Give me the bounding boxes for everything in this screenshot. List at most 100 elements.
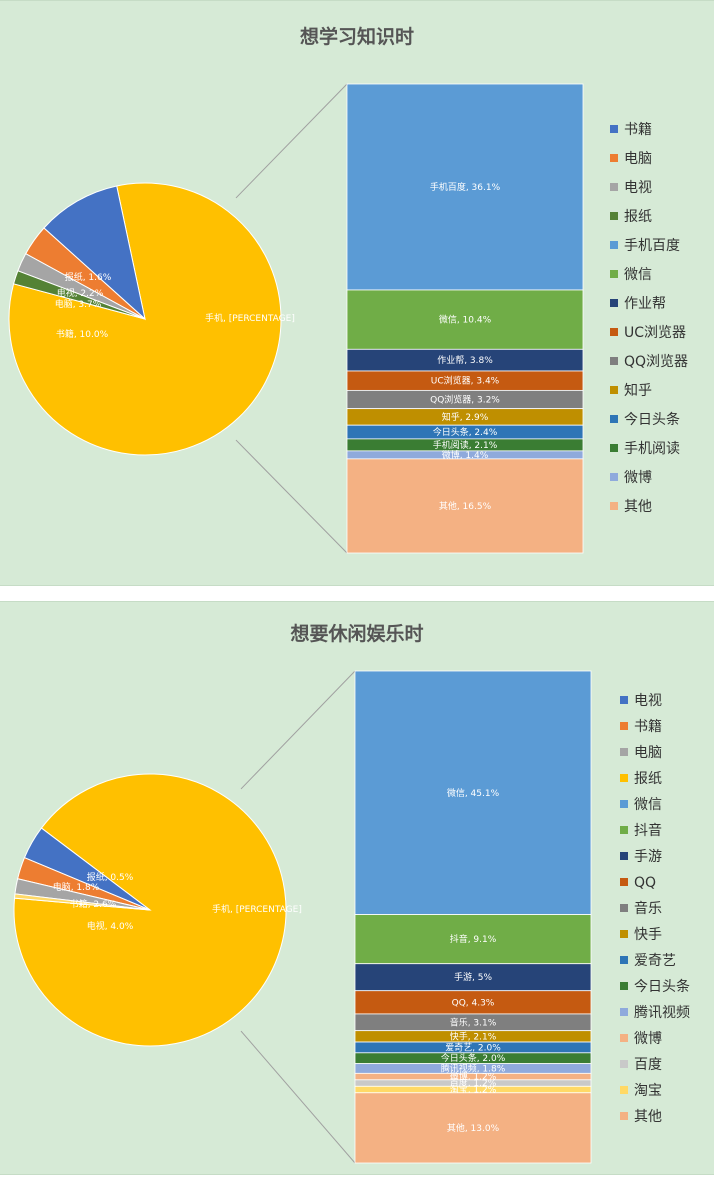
bar-label-study-8: 微博, 1.4%: [442, 449, 489, 461]
legend-swatch-study-12: [610, 473, 618, 481]
legend-label-leisure-5: 抖音: [634, 822, 662, 839]
bar-label-leisure-12: 其他, 13.0%: [447, 1122, 500, 1134]
legend-label-leisure-15: 淘宝: [634, 1083, 662, 1099]
connector-line-bottom-study: [235, 439, 348, 554]
chart-panel-leisure: 想要休闲娱乐时手机, [PERCENTAGE] 电视, 4.0% 书籍, 2.6% 电…: [0, 601, 714, 1175]
chart-title-leisure: 想要休闲娱乐时: [290, 622, 423, 645]
legend-label-study-11: 手机阅读: [624, 440, 680, 457]
bar-label-study-7: 手机阅读, 2.1%: [433, 439, 498, 451]
legend-swatch-study-2: [610, 183, 618, 191]
bar-label-study-4: QQ浏览器, 3.2%: [430, 394, 500, 406]
legend-label-leisure-6: 手游: [634, 849, 662, 865]
legend-label-leisure-10: 爱奇艺: [634, 952, 676, 969]
bar-segment-leisure-1: [354, 914, 592, 965]
legend-swatch-study-9: [610, 386, 618, 394]
legend-swatch-study-8: [610, 357, 618, 365]
bar-label-leisure-2: 手游, 5%: [454, 971, 492, 983]
bar-label-study-5: 知乎, 2.9%: [442, 411, 489, 423]
legend-swatch-leisure-6: [620, 852, 628, 860]
legend-swatch-study-13: [610, 502, 618, 510]
legend-label-leisure-11: 今日头条: [634, 978, 690, 995]
legend-swatch-study-11: [610, 444, 618, 452]
legend-label-leisure-7: QQ: [634, 875, 656, 891]
legend-label-study-13: 其他: [624, 499, 652, 515]
pie-label-study-0: 手机, [PERCENTAGE]: [205, 312, 295, 324]
connector-line-top-leisure: [240, 670, 356, 790]
bar-label-leisure-8: 腾讯视频, 1.8%: [441, 1062, 506, 1074]
legend-swatch-leisure-3: [620, 774, 628, 782]
legend-swatch-leisure-11: [620, 982, 628, 990]
legend-label-leisure-8: 音乐: [634, 900, 662, 917]
legend-swatch-leisure-5: [620, 826, 628, 834]
bar-label-study-3: UC浏览器, 3.4%: [431, 375, 500, 387]
legend-label-study-0: 书籍: [624, 121, 652, 138]
pie-label-study-3: 电视, 2.2%: [57, 287, 104, 299]
legend-swatch-leisure-12: [620, 1008, 628, 1016]
bar-label-leisure-4: 音乐, 3.1%: [450, 1016, 497, 1028]
bar-segment-study-1: [346, 289, 584, 350]
legend-swatch-leisure-1: [620, 722, 628, 730]
pie-label-study-4: 报纸, 1.6%: [65, 271, 112, 283]
legend-label-study-12: 微博: [624, 469, 652, 486]
pie-label-leisure-3: 电脑, 1.8%: [53, 881, 100, 893]
pie-label-leisure-4: 报纸, 0.5%: [87, 871, 134, 883]
legend-swatch-leisure-13: [620, 1034, 628, 1042]
legend-swatch-leisure-14: [620, 1060, 628, 1068]
legend-swatch-leisure-16: [620, 1112, 628, 1120]
legend-swatch-study-10: [610, 415, 618, 423]
legend-swatch-leisure-2: [620, 748, 628, 756]
legend-label-leisure-4: 微信: [634, 797, 662, 813]
legend-label-study-9: 知乎: [624, 382, 652, 399]
bar-label-leisure-5: 快手, 2.1%: [450, 1030, 497, 1042]
legend-label-study-7: UC浏览器: [624, 325, 686, 341]
bar-label-leisure-1: 抖音, 9.1%: [450, 933, 497, 945]
pie-label-study-2: 电脑, 3.7%: [55, 298, 102, 310]
legend-swatch-leisure-7: [620, 878, 628, 886]
bar-label-study-9: 其他, 16.5%: [439, 500, 492, 512]
legend-label-study-6: 作业帮: [624, 296, 666, 312]
bar-segment-leisure-2: [354, 963, 592, 992]
legend-swatch-study-6: [610, 299, 618, 307]
pie-label-leisure-2: 书籍, 2.6%: [70, 898, 117, 910]
legend-label-study-4: 手机百度: [624, 238, 680, 254]
connector-line-top-study: [235, 83, 348, 199]
pie-slice-leisure-4: [13, 893, 151, 911]
legend-label-study-5: 微信: [624, 267, 652, 283]
legend-label-leisure-14: 百度: [634, 1057, 662, 1073]
legend-swatch-study-0: [610, 125, 618, 133]
legend-label-leisure-9: 快手: [634, 927, 662, 943]
legend-swatch-study-4: [610, 241, 618, 249]
legend-swatch-leisure-9: [620, 930, 628, 938]
legend-label-study-8: QQ浏览器: [624, 354, 688, 370]
pie-slice-study-1: [43, 185, 146, 321]
legend-label-study-10: 今日头条: [624, 411, 680, 428]
bar-label-leisure-3: QQ, 4.3%: [452, 998, 495, 1008]
bar-label-leisure-7: 今日头条, 2.0%: [441, 1052, 506, 1064]
legend-label-leisure-2: 电脑: [634, 745, 662, 761]
legend-label-leisure-1: 书籍: [634, 718, 662, 735]
legend-swatch-leisure-10: [620, 956, 628, 964]
legend-swatch-study-5: [610, 270, 618, 278]
bar-label-study-1: 微信, 10.4%: [439, 314, 492, 326]
bar-label-study-6: 今日头条, 2.4%: [433, 426, 498, 438]
pie-label-study-1: 书籍, 10.0%: [56, 328, 109, 340]
pie-label-leisure-1: 电视, 4.0%: [87, 920, 134, 932]
legend-label-leisure-12: 腾讯视频: [634, 1004, 690, 1021]
bar-label-study-2: 作业帮, 3.8%: [437, 354, 493, 366]
legend-swatch-leisure-15: [620, 1086, 628, 1094]
bar-segment-study-9: [346, 458, 584, 554]
legend-swatch-leisure-8: [620, 904, 628, 912]
legend-label-leisure-16: 其他: [634, 1109, 662, 1125]
legend-label-leisure-0: 电视: [634, 693, 662, 709]
legend-swatch-study-7: [610, 328, 618, 336]
connector-line-bottom-leisure: [240, 1030, 356, 1164]
chart-panel-study: 想学习知识时 手机, [PERCENTAGE] 书籍, 10.0% 电脑, 3.7% 电…: [0, 0, 714, 586]
bar-label-leisure-6: 爱奇艺, 2.0%: [445, 1041, 501, 1053]
legend-label-study-2: 电视: [624, 180, 652, 196]
legend-label-study-1: 电脑: [624, 151, 652, 167]
bar-label-study-0: 手机百度, 36.1%: [430, 181, 501, 193]
pie-label-leisure-0: 手机, [PERCENTAGE]: [212, 903, 302, 915]
legend-label-leisure-13: 微博: [634, 1030, 662, 1047]
